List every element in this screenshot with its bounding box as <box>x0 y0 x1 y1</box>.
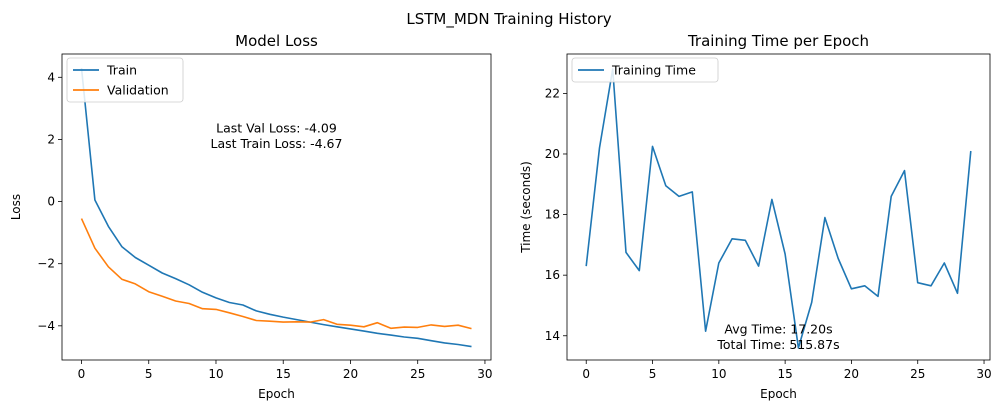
loss-plot-frame <box>61 53 492 361</box>
loss-x-tick-label: 25 <box>410 367 425 381</box>
figure-suptitle: LSTM_MDN Training History <box>406 10 611 29</box>
time-series-line-training-time <box>585 68 972 349</box>
time-plot-frame <box>566 53 991 361</box>
time-annotation-2: Total Time: 515.87s <box>716 337 839 352</box>
time-legend: Training Time <box>571 57 719 83</box>
time-y-tick-label: 16 <box>545 268 560 282</box>
time-legend-box <box>571 57 719 83</box>
loss-y-tick-label: 2 <box>47 132 55 146</box>
loss-y-tick-label: 4 <box>47 70 55 84</box>
loss-x-tick-label: 15 <box>276 367 291 381</box>
loss-legend-label-train: Train <box>106 63 137 78</box>
time-y-axis-label: Time (seconds) <box>519 161 533 254</box>
loss-y-tick-label: 0 <box>47 195 55 209</box>
loss-y-tick-label: −4 <box>37 319 55 333</box>
time-x-tick-label: 15 <box>777 367 792 381</box>
loss-chart-title: Model Loss <box>235 32 318 50</box>
loss-legend-box <box>66 57 184 103</box>
loss-x-tick-label: 0 <box>78 367 86 381</box>
time-x-tick-label: 25 <box>910 367 925 381</box>
loss-x-axis-label: Epoch <box>258 387 295 401</box>
loss-series-line-train <box>80 67 472 348</box>
loss-x-tick-label: 20 <box>343 367 358 381</box>
time-y-tick-label: 20 <box>545 147 560 161</box>
loss-x-tick-label: 10 <box>208 367 223 381</box>
time-x-tick-label: 5 <box>649 367 657 381</box>
loss-legend-label-validation: Validation <box>107 83 169 98</box>
loss-y-tick-label: −2 <box>37 257 55 271</box>
loss-annotation-2: Last Train Loss: -4.67 <box>211 136 343 151</box>
loss-x-tick-label: 5 <box>145 367 153 381</box>
model-loss-chart: Model Loss 0 5 10 15 20 25 30 −4 −2 0 2 4 Epoch Loss La… <box>9 32 493 401</box>
time-chart-title: Training Time per Epoch <box>687 32 869 50</box>
time-legend-label-training-time: Training Time <box>611 63 696 78</box>
time-x-tick-label: 10 <box>711 367 726 381</box>
loss-y-axis-label: Loss <box>9 194 23 220</box>
loss-legend: Train Validation <box>66 57 184 103</box>
time-y-tick-label: 22 <box>545 86 560 100</box>
time-y-tick-label: 14 <box>545 329 560 343</box>
time-x-tick-label: 20 <box>844 367 859 381</box>
loss-annotation-1: Last Val Loss: -4.09 <box>216 121 337 136</box>
time-annotation-1: Avg Time: 17.20s <box>724 322 832 337</box>
training-time-chart: Training Time per Epoch 0 5 10 15 20 25 30 14 16 1… <box>519 32 992 401</box>
time-x-tick-label: 30 <box>976 367 991 381</box>
time-x-tick-label: 0 <box>582 367 590 381</box>
loss-series-line-validation <box>80 218 472 330</box>
loss-x-tick-label: 30 <box>477 367 492 381</box>
time-x-axis-label: Epoch <box>760 387 797 401</box>
time-y-tick-label: 18 <box>545 208 560 222</box>
